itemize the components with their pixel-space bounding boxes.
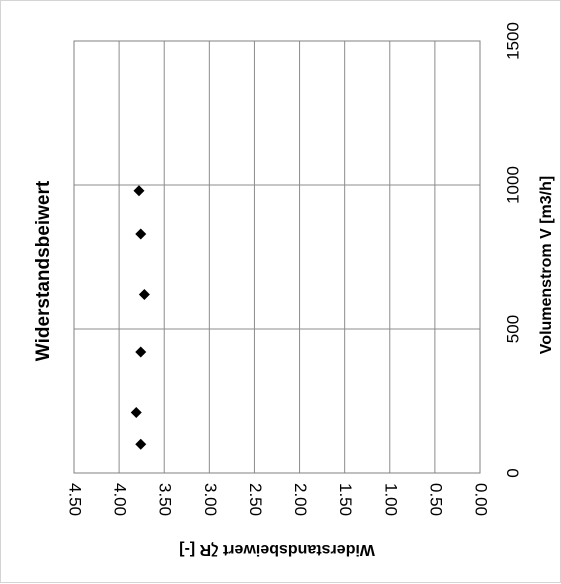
data-point [130,407,142,419]
data-point [135,346,147,358]
data-point [138,288,150,300]
y-tick-label: 3.50 [156,483,175,516]
x-tick-label: 1000 [503,166,522,204]
data-points [130,185,150,450]
grid [73,40,481,474]
chart-title: Widerstandsbeiwert [33,180,54,361]
y-tick-labels: 0.00 0.50 1.00 1.50 2.00 2.50 3.00 3.50 4.00 4.50 [66,483,491,516]
plot-area-border [73,40,481,474]
x-tick-labels: 0 500 1000 1500 [503,22,522,478]
x-axis-title: Volumenstrom V [m3/h] [538,176,555,354]
data-point [133,185,145,197]
y-tick-label: 1.50 [336,483,355,516]
data-point [135,438,147,450]
y-axis-title: Widerstandsbeiwert ζR [-] [179,541,375,558]
y-tick-label: 0.00 [472,483,491,516]
y-tick-label: 2.00 [291,483,310,516]
y-tick-label: 3.00 [201,483,220,516]
y-tick-label: 4.00 [111,483,130,516]
x-tick-label: 500 [503,315,522,343]
data-point [135,228,147,240]
x-tick-label: 1500 [503,22,522,60]
y-tick-label: 0.50 [426,483,445,516]
y-tick-label: 2.50 [246,483,265,516]
y-tick-label: 1.00 [381,483,400,516]
x-tick-label: 0 [503,468,522,477]
y-tick-label: 4.50 [66,483,85,516]
